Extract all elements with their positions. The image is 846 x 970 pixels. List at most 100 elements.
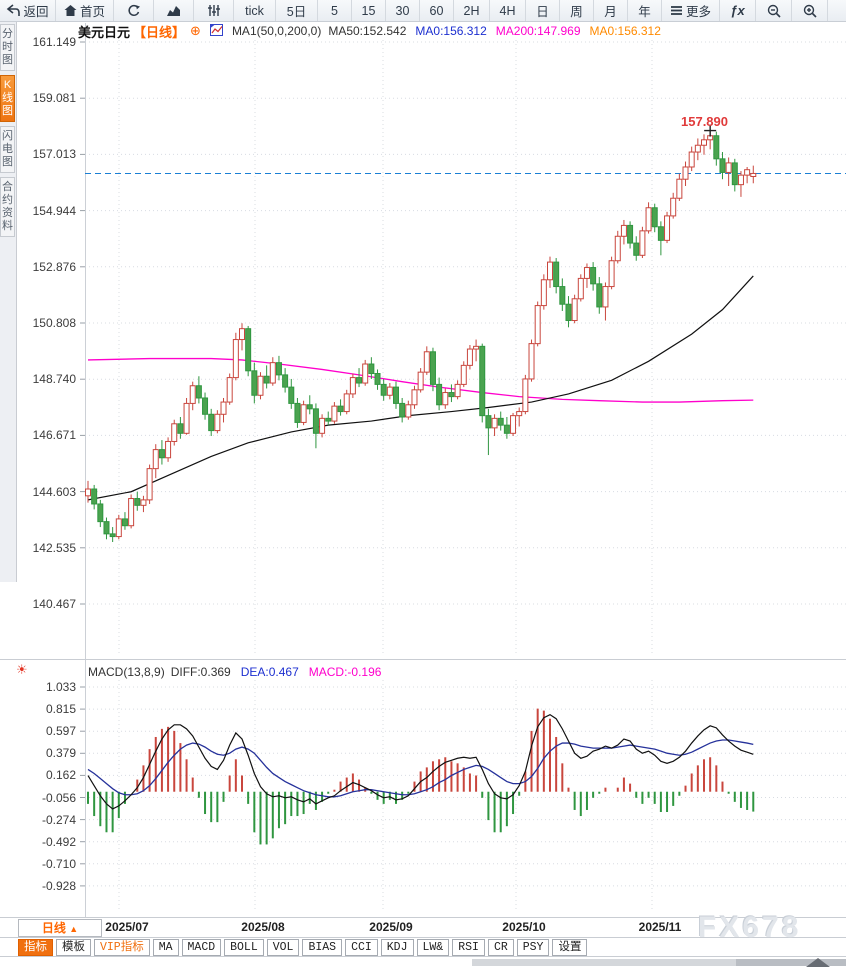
candle: [189, 385, 196, 404]
zoom-out-button[interactable]: [756, 0, 792, 21]
mini-chart-icon: [209, 23, 223, 39]
interval-4h-button[interactable]: 4H: [490, 0, 526, 21]
interval-month-button[interactable]: 月: [594, 0, 628, 21]
interval-5m-button[interactable]: 5: [318, 0, 352, 21]
candle: [614, 235, 621, 262]
indicator-tab-KDJ[interactable]: KDJ: [380, 939, 414, 956]
indicator-tab-MACD[interactable]: MACD: [181, 939, 222, 956]
candlestick-mode-button[interactable]: [194, 0, 234, 21]
interval-2h-button[interactable]: 2H: [454, 0, 490, 21]
sidebar-tab-合约资料[interactable]: 合约资料: [0, 177, 15, 237]
zoom-in-button[interactable]: [792, 0, 828, 21]
horizontal-scrollbar[interactable]: [472, 959, 846, 966]
candle: [300, 404, 307, 423]
linechart-mode-button[interactable]: [154, 0, 194, 21]
sidebar-tab-分时图[interactable]: 分时图: [0, 24, 15, 71]
candle: [208, 413, 215, 432]
candle: [263, 375, 270, 384]
toolbar-back-button[interactable]: 返回: [0, 0, 56, 21]
month-label: 2025/09: [369, 920, 413, 934]
candle: [670, 197, 677, 217]
candle: [460, 364, 467, 385]
indicator-settings-sun-icon[interactable]: ☀: [16, 662, 28, 677]
home-icon: [64, 4, 77, 17]
interval-week-button[interactable]: 周: [560, 0, 594, 21]
macd-tick-label: -0.274: [41, 812, 76, 827]
indicator-tab-LW&[interactable]: LW&: [416, 939, 450, 956]
chevron-up-icon: ▲: [69, 924, 79, 934]
panel-divider: [0, 659, 846, 660]
fx-indicator-button[interactable]: ƒx: [720, 0, 756, 21]
indicator-tab-CR[interactable]: CR: [487, 939, 514, 956]
more-button[interactable]: 更多: [662, 0, 720, 21]
price-tick-label: 148.740: [32, 372, 76, 387]
macd-title: MACD(13,8,9): [88, 665, 165, 679]
indicator-tab-BOLL[interactable]: BOLL: [224, 939, 264, 956]
candle: [442, 392, 449, 406]
candle: [220, 401, 227, 415]
candle: [417, 371, 424, 391]
indicator-tab-设置[interactable]: 设置: [552, 939, 588, 956]
candle: [491, 417, 498, 429]
price-tick-label: 146.671: [32, 428, 76, 443]
candle: [103, 521, 110, 535]
indicator-tab-BIAS[interactable]: BIAS: [302, 939, 343, 956]
price-tick-label: 140.467: [32, 597, 76, 611]
scrollbar-expand-handle[interactable]: [806, 958, 830, 967]
candle: [134, 498, 141, 506]
candle: [393, 386, 399, 404]
candle: [202, 397, 209, 415]
indicator-tab-指标[interactable]: 指标: [18, 939, 53, 956]
add-overlay-icon[interactable]: ⊕: [190, 23, 201, 38]
interval-year-button[interactable]: 年: [628, 0, 662, 21]
symbol-name: 美元日元: [78, 24, 131, 40]
interval-selector-label: 日线: [41, 921, 66, 935]
interval-60m-button[interactable]: 60: [420, 0, 454, 21]
macd-tick-label: -0.056: [41, 790, 76, 805]
ma-settings-label: MA1(50,0,200,0): [231, 24, 322, 38]
candle: [177, 423, 184, 434]
candle: [448, 392, 455, 398]
horizontal-scrollbar-thumb[interactable]: [736, 959, 846, 966]
interval-day-button[interactable]: 日: [526, 0, 560, 21]
interval-selector[interactable]: 日线 ▲: [18, 919, 102, 937]
candle: [516, 411, 523, 417]
candle: [214, 413, 221, 432]
sidebar-tab-闪电图[interactable]: 闪电图: [0, 126, 15, 173]
candle: [380, 383, 387, 396]
month-label: 2025/11: [638, 920, 682, 934]
candle: [140, 499, 147, 506]
candle: [306, 404, 313, 410]
indicator-tab-CCI[interactable]: CCI: [345, 939, 378, 956]
candle: [694, 144, 701, 153]
candle: [121, 518, 128, 527]
interval-tick-button[interactable]: tick: [234, 0, 276, 21]
indicator-tab-PSY[interactable]: PSY: [516, 939, 550, 956]
interval-5d-button[interactable]: 5日: [276, 0, 318, 21]
macd-diff-line: [87, 713, 754, 810]
candle: [362, 363, 369, 384]
indicator-tab-RSI[interactable]: RSI: [452, 939, 485, 956]
macd-tick-label: 0.597: [45, 724, 76, 739]
ma200-value: MA200:147.969: [495, 24, 581, 38]
candle: [269, 362, 276, 384]
interval-30m-button[interactable]: 30: [386, 0, 420, 21]
candle: [583, 267, 590, 279]
indicator-tab-VIP指标[interactable]: VIP指标: [94, 939, 150, 956]
candle: [645, 207, 652, 232]
candle: [620, 224, 627, 237]
interval-15m-button[interactable]: 15: [352, 0, 386, 21]
candle: [639, 230, 646, 256]
indicator-tab-MA[interactable]: MA: [152, 939, 179, 956]
candle: [682, 166, 689, 180]
toolbar-home-button[interactable]: 首页: [56, 0, 114, 21]
refresh-button[interactable]: [114, 0, 154, 21]
candle: [245, 328, 252, 372]
candle: [473, 345, 480, 350]
indicator-tab-VOL[interactable]: VOL: [266, 939, 300, 956]
candle: [540, 279, 547, 307]
indicator-tab-模板[interactable]: 模板: [56, 939, 91, 956]
